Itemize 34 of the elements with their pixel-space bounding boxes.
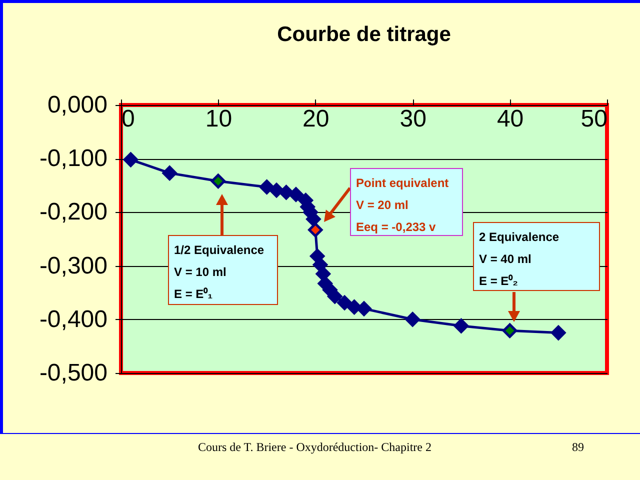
- x-tick-label: 30: [400, 106, 426, 132]
- y-tick-label: 0,000: [47, 92, 108, 118]
- callout-box: 1/2 Equivalence V = 10 ml E = E⁰₁: [168, 235, 278, 305]
- y-tick-label: -0,500: [39, 360, 108, 386]
- point: [327, 288, 342, 304]
- annotation: 2 Equivalence V = 40 ml E = E⁰₂: [479, 229, 560, 290]
- y-tick-label: -0,300: [39, 252, 108, 280]
- text: 89: [572, 440, 584, 455]
- x-tick-label: 40: [496, 106, 524, 132]
- point: [502, 323, 518, 338]
- point: [162, 166, 177, 180]
- callout-box: 2 Equivalence V = 40 ml E = E⁰₂: [473, 222, 600, 291]
- point: [356, 301, 372, 316]
- point: [259, 180, 274, 194]
- point: [308, 222, 323, 238]
- point: [337, 295, 352, 310]
- point: [210, 174, 226, 188]
- point: [454, 318, 469, 334]
- point: [123, 152, 138, 168]
- y-tick-label: -0,400: [39, 306, 108, 333]
- point: [288, 187, 304, 202]
- y-tick-label: -0,200: [39, 198, 108, 226]
- point: [551, 325, 566, 340]
- point: [269, 182, 284, 198]
- y-tick-label: -0,100: [39, 145, 108, 172]
- text: Cours de T. Briere - Oxydoréduction- Chapitre 2: [198, 440, 432, 455]
- callout-box: Point equivalent V = 20 ml Eeq = -0,233 v: [350, 168, 463, 236]
- annotation: 1/2 Equivalence V = 10 ml E = E⁰₁: [174, 242, 266, 303]
- chart-title: Courbe de titrage: [277, 23, 451, 46]
- point: [278, 184, 294, 200]
- point: [405, 312, 420, 327]
- x-tick-label: 10: [205, 106, 232, 132]
- x-tick-label: 20: [302, 106, 330, 132]
- annotation: Point equivalent V = 20 ml Eeq = -0,233 v: [356, 175, 450, 236]
